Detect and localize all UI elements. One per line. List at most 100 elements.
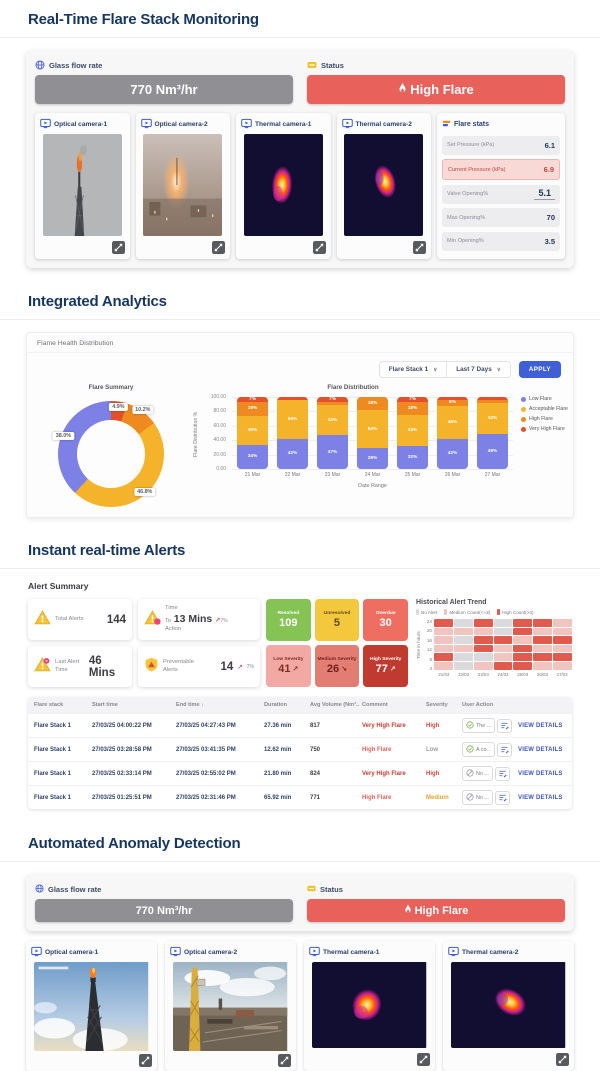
stat-value: 5.1: [534, 188, 555, 200]
user-action-text: A co...: [476, 746, 491, 753]
expand-icon[interactable]: [556, 1053, 569, 1066]
bar-segment: [477, 399, 508, 403]
legend-dot: [521, 416, 526, 422]
camera-label: Thermal camera-1: [323, 949, 380, 956]
expand-icon[interactable]: [278, 1054, 291, 1068]
apply-button[interactable]: APPLY: [518, 361, 561, 378]
bar-segment: [317, 402, 348, 405]
expand-icon[interactable]: [413, 241, 426, 254]
heatmap-cell: [453, 636, 473, 644]
x-tick: 27 Mar: [484, 472, 501, 478]
heatmap-row-label: 16: [426, 637, 432, 643]
expand-icon[interactable]: [417, 1053, 430, 1066]
status-label: Status: [320, 885, 343, 894]
heatmap-cell: [533, 627, 553, 636]
user-action-chip[interactable]: No ...: [462, 790, 493, 805]
trend-percent: 7%: [246, 663, 254, 670]
view-details-link[interactable]: VIEW DETAILS: [518, 795, 566, 801]
user-action-chip[interactable]: A co...: [462, 742, 495, 757]
expand-icon[interactable]: [312, 241, 326, 254]
cross-circle-icon: [466, 792, 474, 803]
heatmap-col-label: 27/03: [556, 671, 568, 677]
cell-flare-stack: Flare Stack 1: [34, 794, 72, 801]
stat-card-value: 13 Mins: [173, 612, 213, 625]
camera-card: Thermal camera-2: [336, 113, 431, 259]
date-range-select[interactable]: Last 7 Days ∨: [446, 362, 510, 377]
x-tick: 26 Mar: [444, 472, 461, 478]
bar-segment: 42%: [437, 438, 468, 469]
cell-avg-volume: 771: [310, 794, 321, 801]
edit-note-icon[interactable]: [494, 766, 510, 781]
expand-icon[interactable]: [139, 1054, 152, 1068]
donut-chart-title: Flare Summary: [88, 384, 134, 391]
camera-card: Optical camera-1: [35, 113, 130, 259]
bar-segment: 7%: [317, 397, 348, 403]
heatmap-cell: [453, 661, 473, 670]
legend-label: No Alert: [421, 609, 438, 615]
bar-segment: 40%: [237, 415, 268, 445]
gas-flow-block: Glass flow rate 770 Nm³/hr: [35, 883, 293, 922]
camera-feed-image: [309, 959, 430, 1051]
edit-note-icon[interactable]: [494, 790, 510, 805]
column-header[interactable]: End time ↓: [176, 702, 204, 708]
camera-label: Optical camera-1: [45, 949, 99, 956]
trend-up-icon: ↗: [237, 663, 243, 671]
chevron-down-icon: ∨: [433, 366, 438, 373]
camera-row-top: Optical camera-1 Optical camera-2 Thermal …: [35, 113, 565, 259]
view-details-link[interactable]: VIEW DETAILS: [518, 747, 566, 753]
status-tile: Resolved 109: [266, 599, 311, 641]
heatmap-cell: [493, 636, 513, 644]
camera-feed-image: [342, 131, 427, 239]
view-details-link[interactable]: VIEW DETAILS: [518, 771, 566, 777]
video-camera-icon: [341, 118, 353, 131]
heatmap-cell: [473, 661, 493, 670]
flare-stack-select[interactable]: Flare Stack 1 ∨: [380, 362, 446, 377]
gas-flow-block: Glass flow rate 770 Nm³/hr: [35, 59, 293, 104]
alerts-title: Instant real-time Alerts: [28, 542, 186, 559]
cell-duration: 21.80 min: [264, 770, 292, 777]
edit-note-icon[interactable]: [497, 718, 513, 733]
chevron-down-icon: ∨: [496, 366, 501, 373]
cell-end-time: 27/03/25 03:41:35 PM: [176, 746, 236, 753]
x-tick: 21 Mar: [244, 472, 261, 478]
camera-card: Thermal camera-1: [236, 113, 331, 259]
warning-triangle-icon: [34, 609, 51, 630]
x-axis-ticks: 21 Mar 22 Mar 23 Mar 24 Mar 25 Mar 26 Mar 27 M…: [232, 472, 513, 478]
user-action-chip[interactable]: No ...: [462, 766, 493, 781]
camera-feed-image: [448, 959, 569, 1051]
cell-duration: 65.92 min: [264, 794, 292, 801]
legend-swatch: [416, 609, 419, 615]
expand-icon[interactable]: [212, 241, 225, 254]
column-header: Severity: [426, 702, 448, 708]
stat-label: Min Opening%: [447, 238, 484, 244]
gridline: [232, 469, 513, 470]
stat-row[interactable]: Valve Opening% 5.1: [442, 184, 560, 204]
trend-title: Historical Alert Trend: [416, 599, 487, 606]
user-action-chip[interactable]: The ...: [462, 718, 496, 733]
gas-flow-label: Glass flow rate: [48, 885, 102, 894]
donut-chart: 4.9% 10.2% 46.8% 38.0%: [52, 401, 164, 507]
cell-start-time: 27/03/25 04:00:22 PM: [92, 722, 152, 729]
stat-card-label: Total Alerts: [55, 615, 84, 622]
cell-user-action: No ...: [462, 790, 518, 805]
bar-segment: 19%: [237, 402, 268, 416]
trend-legend-item: No Alert: [416, 609, 437, 615]
alert-stat-card: Total Alerts 144: [28, 599, 132, 640]
column-header: User Action: [462, 702, 494, 708]
column-header: Comment: [362, 702, 388, 708]
flare-stats-icon: [442, 119, 451, 130]
y-tick: 100.00: [210, 394, 226, 400]
cell-avg-volume: 817: [310, 722, 321, 729]
edit-note-icon[interactable]: [496, 742, 512, 757]
expand-icon[interactable]: [111, 241, 125, 254]
view-details-link[interactable]: VIEW DETAILS: [518, 723, 566, 729]
cell-start-time: 27/03/25 01:25:51 PM: [92, 794, 152, 801]
heatmap-col-label: 26/03: [536, 671, 548, 677]
status-tile: High Severity 77 ↗: [363, 645, 408, 687]
camera-card: Thermal camera-2: [443, 941, 574, 1071]
warning-alarm-icon: [34, 656, 51, 677]
trend-legend-item: High Count(>3): [497, 609, 533, 615]
camera-feed-image: [40, 131, 125, 239]
stat-value: 3.5: [544, 236, 555, 246]
tile-value: 30: [379, 617, 392, 629]
